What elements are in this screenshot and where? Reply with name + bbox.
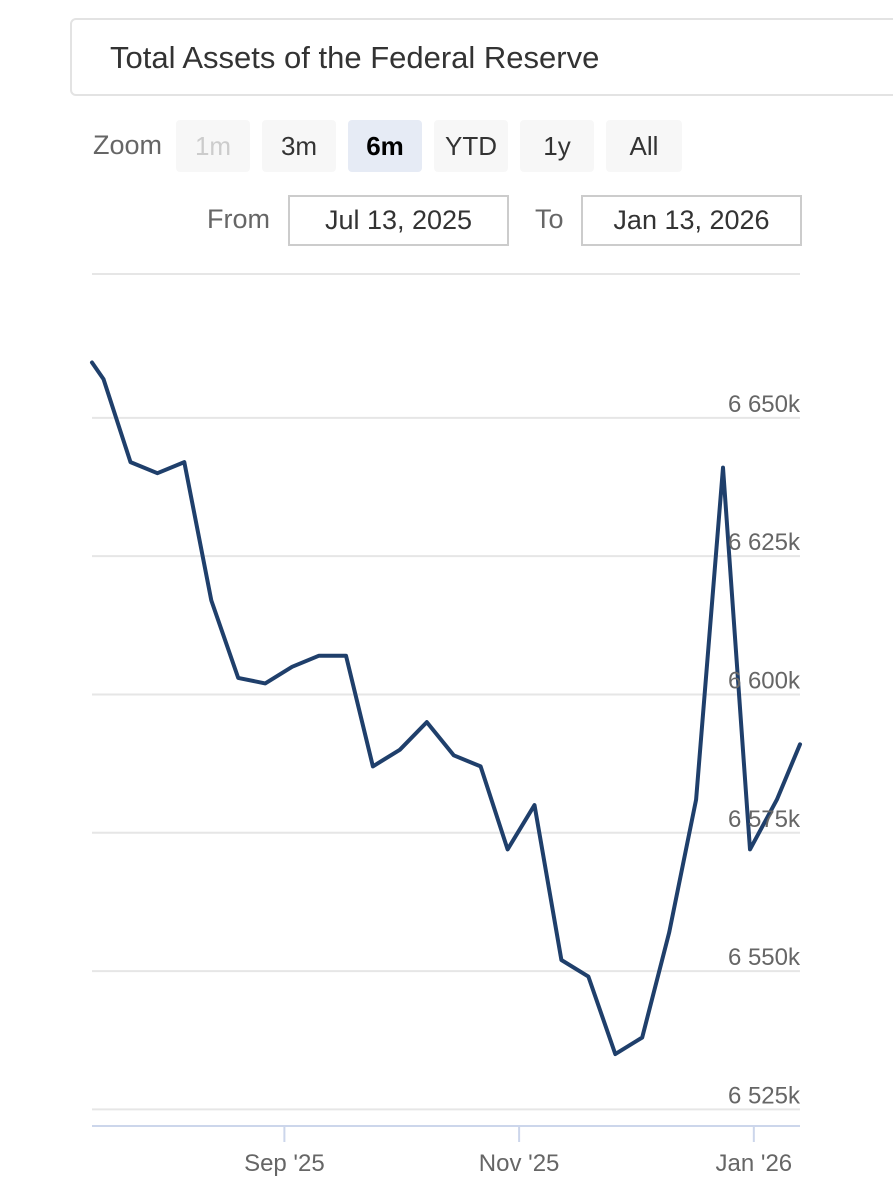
zoom-ytd-button[interactable]: YTD xyxy=(434,120,508,172)
range-to-label: To xyxy=(535,204,564,234)
series-layer xyxy=(90,360,802,1057)
range-to-input[interactable] xyxy=(581,195,802,246)
zoom-1m-button: 1m xyxy=(176,120,250,172)
range-from-label: From xyxy=(207,204,270,234)
range-from-input[interactable] xyxy=(288,195,509,246)
zoom-1y-button[interactable]: 1y xyxy=(520,120,594,172)
zoom-all-button[interactable]: All xyxy=(606,120,682,172)
y-tick-label: 6 525k xyxy=(728,1082,801,1109)
y-tick-label: 6 575k xyxy=(728,806,801,833)
series-line xyxy=(90,360,802,1057)
x-tick-label: Nov '25 xyxy=(479,1150,560,1177)
x-tick-label: Jan '26 xyxy=(716,1150,793,1177)
chart-title: Total Assets of the Federal Reserve xyxy=(110,40,600,75)
y-tick-label: 6 650k xyxy=(728,391,801,418)
zoom-6m-button[interactable]: 6m xyxy=(348,120,422,172)
y-tick-label: 6 625k xyxy=(728,529,801,556)
x-tick-label: Sep '25 xyxy=(244,1150,325,1177)
y-tick-label: 6 600k xyxy=(728,667,801,694)
grid-lines xyxy=(92,273,800,1111)
y-tick-label: 6 550k xyxy=(728,944,801,971)
zoom-3m-button[interactable]: 3m xyxy=(262,120,336,172)
chart-title-box: Total Assets of the Federal Reserve xyxy=(70,18,893,96)
x-axis: Sep '25 Nov '25 Jan '26 xyxy=(92,1125,800,1177)
y-axis-labels: 6 525k 6 550k 6 575k 6 600k 6 625k 6 650k xyxy=(728,391,801,1110)
zoom-label: Zoom xyxy=(93,130,163,160)
